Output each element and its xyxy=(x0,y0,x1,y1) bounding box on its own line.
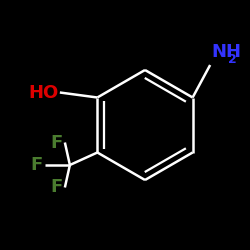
Text: F: F xyxy=(30,156,42,174)
Text: F: F xyxy=(50,178,62,196)
Text: HO: HO xyxy=(28,84,58,102)
Text: F: F xyxy=(50,134,62,152)
Text: 2: 2 xyxy=(228,53,236,66)
Text: NH: NH xyxy=(212,43,242,61)
